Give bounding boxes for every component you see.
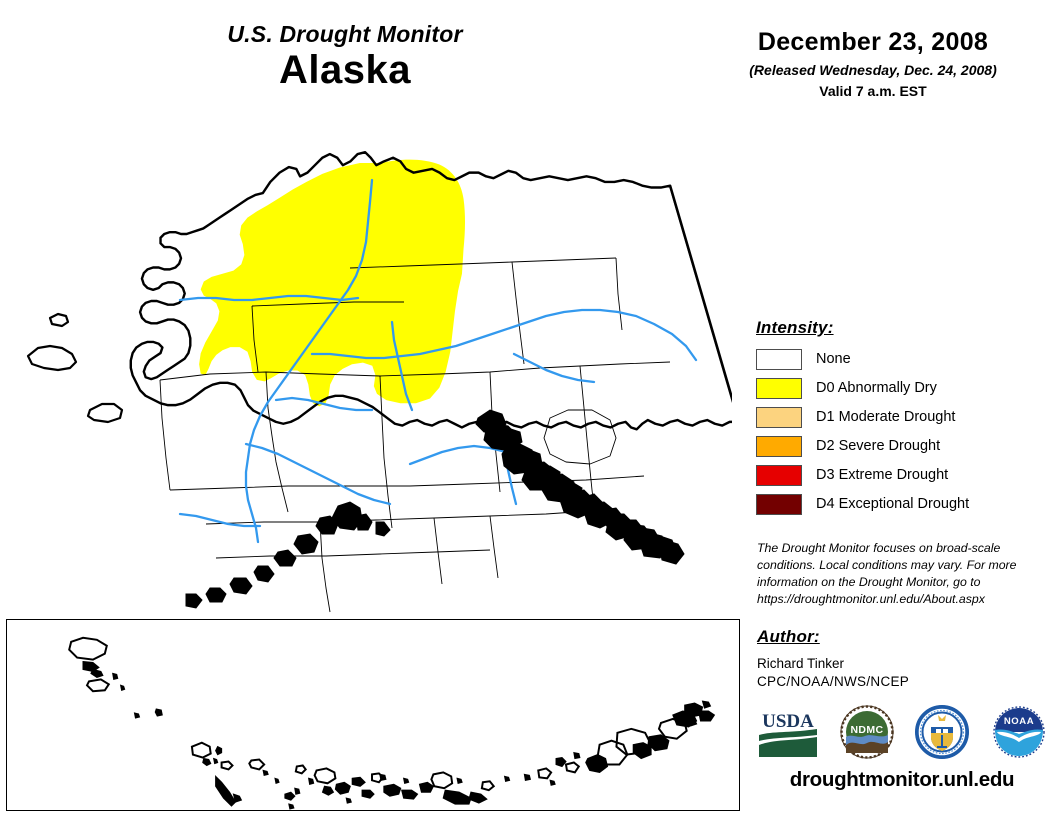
legend-swatch-d4: [756, 493, 802, 515]
legend-swatch-none: [756, 348, 802, 370]
legend-swatch-d3: [756, 464, 802, 486]
legend-item-d2[interactable]: D2 Severe Drought: [756, 435, 1048, 457]
legend-swatch-d1: [756, 406, 802, 428]
region-title: Alaska: [279, 48, 411, 93]
svg-text:USDA: USDA: [762, 711, 814, 732]
map-layers: [26, 150, 732, 613]
aleutian-chain: [68, 636, 716, 810]
legend-label-d2: D2 Severe Drought: [816, 437, 941, 454]
partner-logos: USDA NDMC: [757, 703, 1047, 765]
rivers: [178, 178, 698, 544]
drought-area-d0: [199, 159, 466, 407]
legend-item-d0[interactable]: D0 Abnormally Dry: [756, 377, 1048, 399]
author-heading: Author:: [757, 627, 820, 646]
legend-label-d1: D1 Moderate Drought: [816, 408, 956, 425]
svg-text:NDMC: NDMC: [850, 724, 883, 736]
legend-label-d3: D3 Extreme Drought: [816, 466, 949, 483]
offshore-islands: [26, 312, 124, 424]
page-title: U.S. Drought Monitor: [227, 21, 463, 47]
southeast-panhandle: [475, 409, 685, 565]
author-block: Author: Richard Tinker CPC/NOAA/NWS/NCEP: [757, 627, 1047, 691]
kodiak-and-peninsula-islands: [185, 501, 391, 609]
alaska-drought-map: [20, 118, 732, 618]
legend-label-d0: D0 Abnormally Dry: [816, 379, 937, 396]
site-url[interactable]: droughtmonitor.unl.edu: [789, 768, 1015, 791]
unl-seal-logo[interactable]: [914, 704, 970, 765]
legend-swatch-d2: [756, 435, 802, 457]
legend-item-d1[interactable]: D1 Moderate Drought: [756, 406, 1048, 428]
legend-item-d3[interactable]: D3 Extreme Drought: [756, 464, 1048, 486]
alaska-coastline: [129, 150, 732, 431]
aleutian-islands-inset: [6, 619, 740, 811]
date-block: December 23, 2008 (Released Wednesday, D…: [690, 28, 1056, 100]
author-name: Richard Tinker: [757, 656, 845, 671]
svg-text:NOAA: NOAA: [1004, 716, 1034, 727]
noaa-logo[interactable]: NOAA: [991, 704, 1047, 765]
legend-heading: Intensity:: [756, 318, 834, 337]
ndmc-logo[interactable]: NDMC: [839, 704, 894, 764]
disclaimer-text: The Drought Monitor focuses on broad-sca…: [757, 541, 1017, 606]
usda-logo[interactable]: USDA: [757, 704, 819, 764]
author-affiliation: CPC/NOAA/NWS/NCEP: [757, 674, 910, 690]
legend-label-none: None: [816, 350, 851, 367]
intensity-legend: Intensity: None D0 Abnormally Dry D1 Mod…: [756, 318, 1048, 522]
release-date: (Released Wednesday, Dec. 24, 2008): [749, 61, 997, 78]
legend-label-d4: D4 Exceptional Drought: [816, 495, 970, 512]
legend-swatch-d0: [756, 377, 802, 399]
legend-item-d4[interactable]: D4 Exceptional Drought: [756, 493, 1048, 515]
alaska-canada-border: [668, 185, 732, 404]
legend-item-none[interactable]: None: [756, 348, 1048, 370]
borough-boundaries: [159, 257, 671, 613]
valid-time: Valid 7 a.m. EST: [819, 82, 927, 99]
title-block: U.S. Drought Monitor Alaska: [0, 21, 690, 93]
map-date: December 23, 2008: [757, 28, 989, 56]
